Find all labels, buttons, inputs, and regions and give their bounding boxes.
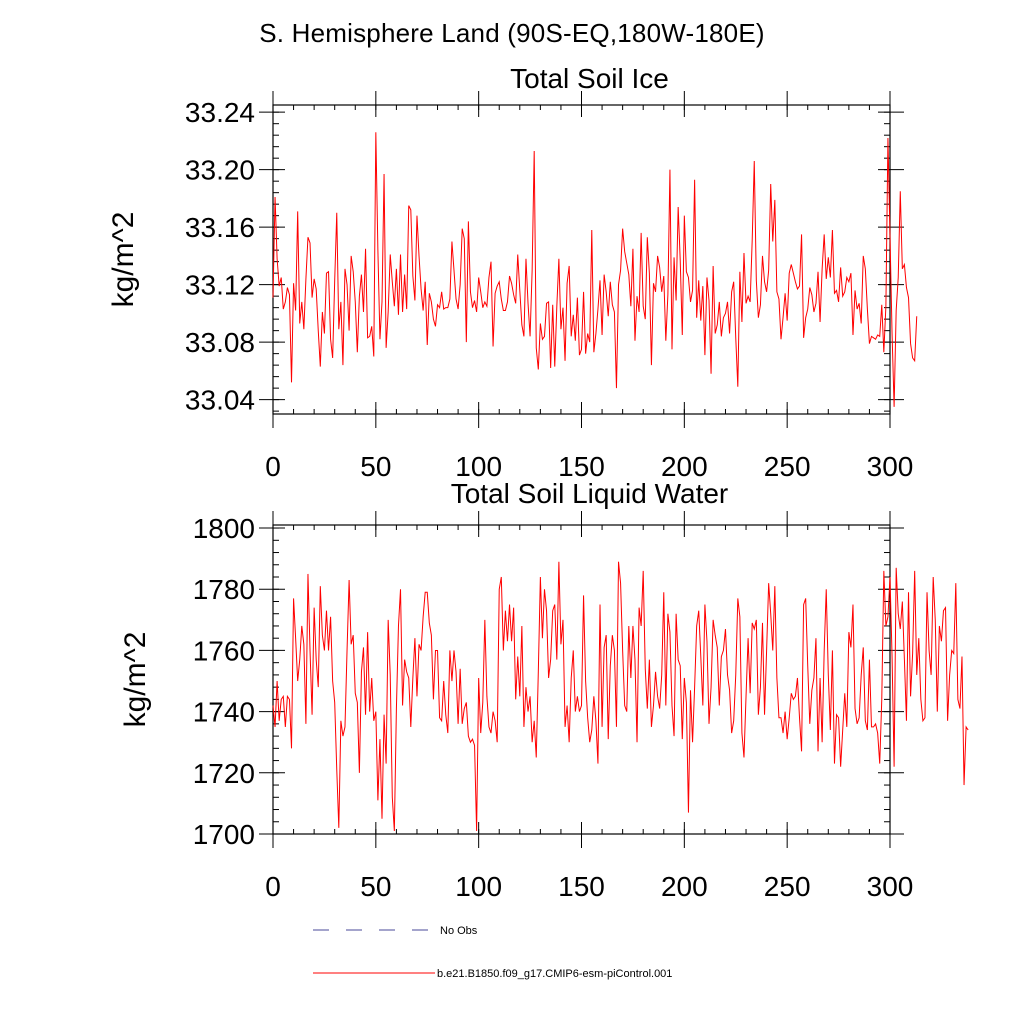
x-tick-label: 250 [764, 451, 811, 482]
y-tick-label: 33.04 [185, 385, 255, 416]
x-tick-label: 200 [661, 451, 708, 482]
x-tick-label: 0 [265, 871, 281, 902]
legend-label-2: b.e21.B1850.f09_g17.CMIP6-esm-piControl.… [437, 968, 672, 980]
x-tick-label: 50 [360, 871, 391, 902]
series-line [272, 132, 918, 407]
x-tick-label: 0 [265, 451, 281, 482]
y-tick-label: 1780 [193, 574, 255, 605]
chart-title: Total Soil Liquid Water [451, 478, 729, 509]
figure-title: S. Hemisphere Land (90S-EQ,180W-180E) [259, 18, 765, 48]
y-axis-label: kg/m^2 [107, 212, 140, 308]
x-tick-label: 150 [558, 451, 605, 482]
y-tick-label: 1700 [193, 819, 255, 850]
y-tick-label: 33.12 [185, 270, 255, 301]
y-tick-label: 33.16 [185, 212, 255, 243]
legend-label-1: No Obs [440, 925, 478, 937]
x-tick-label: 100 [455, 451, 502, 482]
x-tick-label: 300 [867, 871, 914, 902]
x-tick-label: 50 [360, 451, 391, 482]
chart-panel-2: Total Soil Liquid Water kg/m^2 1700 1720 174… [119, 478, 969, 902]
y-tick-label: 33.24 [185, 97, 255, 128]
chart-title: Total Soil Ice [510, 63, 669, 94]
y-tick-label: 1760 [193, 635, 255, 666]
series-line [272, 561, 969, 831]
y-tick-label: 33.20 [185, 155, 255, 186]
x-tick-label: 200 [661, 871, 708, 902]
plot-frame [272, 524, 891, 835]
y-tick-label: 1800 [193, 513, 255, 544]
x-tick-label: 100 [455, 871, 502, 902]
x-tick-label: 150 [558, 871, 605, 902]
y-tick-label: 1740 [193, 697, 255, 728]
chart-panel-1: Total Soil Ice kg/m^2 33.04 33.08 33.12 33.16… [107, 63, 918, 482]
y-tick-label: 1720 [193, 758, 255, 789]
x-tick-label: 300 [867, 451, 914, 482]
legend: No Obs b.e21.B1850.f09_g17.CMIP6-esm-piCo… [313, 925, 672, 980]
y-axis-label: kg/m^2 [119, 632, 152, 728]
x-tick-label: 250 [764, 871, 811, 902]
y-tick-label: 33.08 [185, 327, 255, 358]
